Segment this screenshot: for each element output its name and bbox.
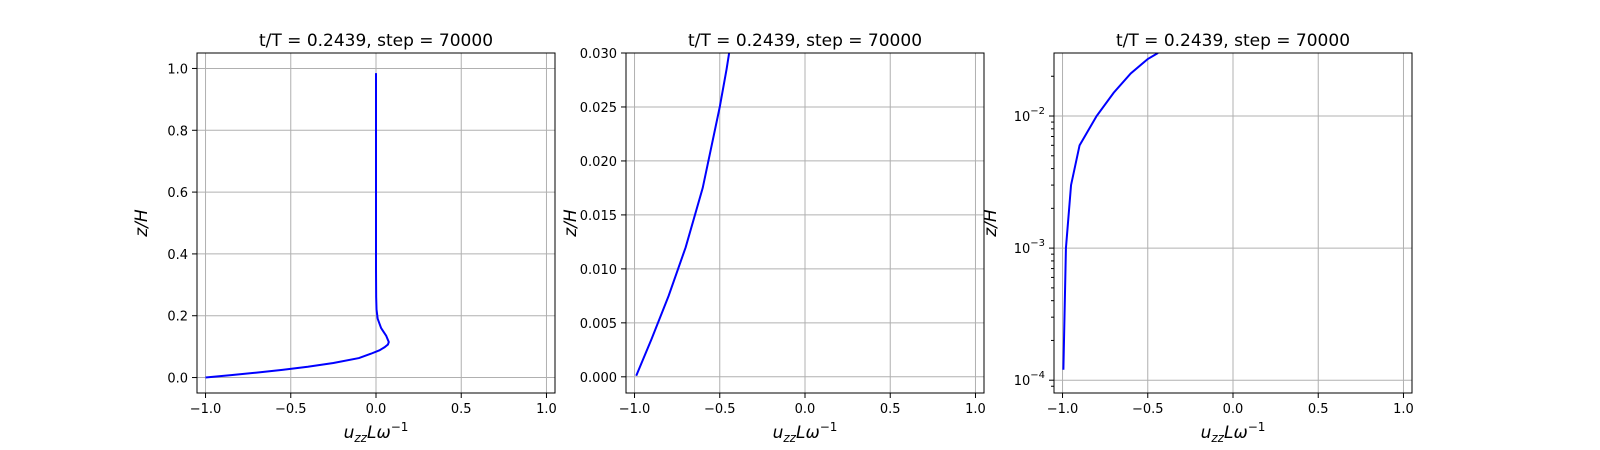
y-tick-label: 0.0 [167, 372, 188, 387]
x-tick-label: −0.5 [704, 402, 736, 417]
x-tick-label: −1.0 [619, 402, 651, 417]
x-tick-label: 0.5 [880, 402, 901, 417]
x-tick-label: 1.0 [965, 402, 986, 417]
y-tick-label: 0.005 [580, 317, 617, 332]
subplot-2: −1.0 −0.5 0.0 0.5 1.0 0.000 0.005 0.010 0.015 0.0… [561, 31, 986, 445]
chart-title: t/T = 0.2439, step = 70000 [1116, 31, 1350, 51]
chart-title: t/T = 0.2439, step = 70000 [259, 31, 493, 51]
y-tick-label: 10−4 [1014, 370, 1045, 389]
x-tick-label: 0.5 [1308, 402, 1329, 417]
y-axis-label: z/H [561, 209, 581, 238]
x-tick-label: 0.0 [795, 402, 816, 417]
x-tick-label: −0.5 [1132, 402, 1164, 417]
x-tick-label: 0.0 [366, 402, 387, 417]
series-line [635, 53, 731, 377]
x-tick-label: 1.0 [536, 402, 557, 417]
x-tick-label: 1.0 [1393, 402, 1414, 417]
chart-title: t/T = 0.2439, step = 70000 [688, 31, 922, 51]
y-tick-label: 0.015 [580, 209, 617, 224]
x-tick-label: −0.5 [275, 402, 307, 417]
y-tick-label: 0.010 [580, 263, 617, 278]
subplot-3: −1.0 −0.5 0.0 0.5 1.0 10−4 10−3 10−2 t/T = 0.243… [981, 31, 1414, 445]
y-tick-label: 0.025 [580, 101, 617, 116]
series-line [205, 73, 390, 379]
x-axis-label: uzzLω−1 [344, 420, 409, 445]
subplot-1: −1.0 −0.5 0.0 0.5 1.0 0.0 0.2 0.4 0.6 0.8 1.0 t/T =… [132, 31, 557, 445]
x-axis-label: uzzLω−1 [1201, 420, 1266, 445]
y-tick-label: 0.000 [580, 371, 617, 386]
y-tick-label: 0.030 [580, 47, 617, 62]
x-tick-label: −1.0 [1047, 402, 1079, 417]
y-tick-label: 0.2 [167, 310, 188, 325]
y-tick-label: 0.8 [167, 124, 188, 139]
x-axis-label: uzzLω−1 [773, 420, 838, 445]
y-tick-label: 0.6 [167, 186, 188, 201]
y-tick-label: 0.020 [580, 155, 617, 170]
y-tick-label: 1.0 [167, 62, 188, 77]
y-axis-label: z/H [981, 209, 1001, 238]
x-tick-label: −1.0 [190, 402, 222, 417]
y-tick-label: 10−3 [1014, 238, 1045, 257]
x-tick-label: 0.0 [1223, 402, 1244, 417]
y-axis-label: z/H [132, 209, 152, 238]
y-tick-label: 0.4 [167, 248, 188, 263]
x-tick-label: 0.5 [451, 402, 472, 417]
series-line [1062, 53, 1159, 370]
y-tick-label: 10−2 [1014, 106, 1045, 125]
